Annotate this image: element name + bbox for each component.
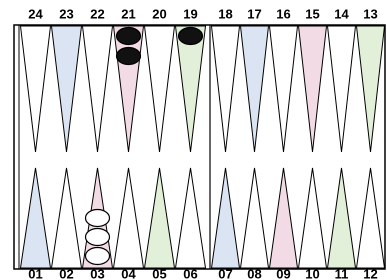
checker[interactable] [86, 248, 110, 265]
checker[interactable] [86, 229, 110, 246]
point-label: 04 [121, 266, 136, 280]
point-label: 07 [218, 266, 232, 280]
point-label: 13 [363, 6, 377, 21]
point-label: 18 [218, 6, 232, 21]
point-label: 24 [28, 6, 43, 21]
backgammon-board: 24 23 22 21 20 19 18 17 16 15 14 13 01 02 03 04 05 06 07 08… [0, 0, 387, 280]
point-label: 03 [90, 266, 104, 280]
checker[interactable] [179, 28, 203, 45]
point-label: 02 [59, 266, 73, 280]
point-label: 15 [305, 6, 319, 21]
point-label: 09 [276, 266, 290, 280]
point-label: 11 [335, 266, 349, 280]
point-label: 20 [152, 6, 166, 21]
checker[interactable] [86, 210, 110, 227]
point-label: 22 [90, 6, 104, 21]
checker[interactable] [117, 48, 141, 65]
point-label: 19 [183, 6, 197, 21]
point-label: 14 [334, 6, 349, 21]
checker[interactable] [117, 28, 141, 45]
point-label: 06 [183, 266, 197, 280]
point-label: 21 [121, 6, 135, 21]
point-label: 10 [305, 266, 319, 280]
point-label: 01 [28, 266, 42, 280]
point-label: 05 [152, 266, 166, 280]
point-label: 12 [363, 266, 377, 280]
point-label: 17 [247, 6, 261, 21]
point-label: 08 [247, 266, 261, 280]
point-label: 16 [276, 6, 290, 21]
point-label: 23 [59, 6, 73, 21]
